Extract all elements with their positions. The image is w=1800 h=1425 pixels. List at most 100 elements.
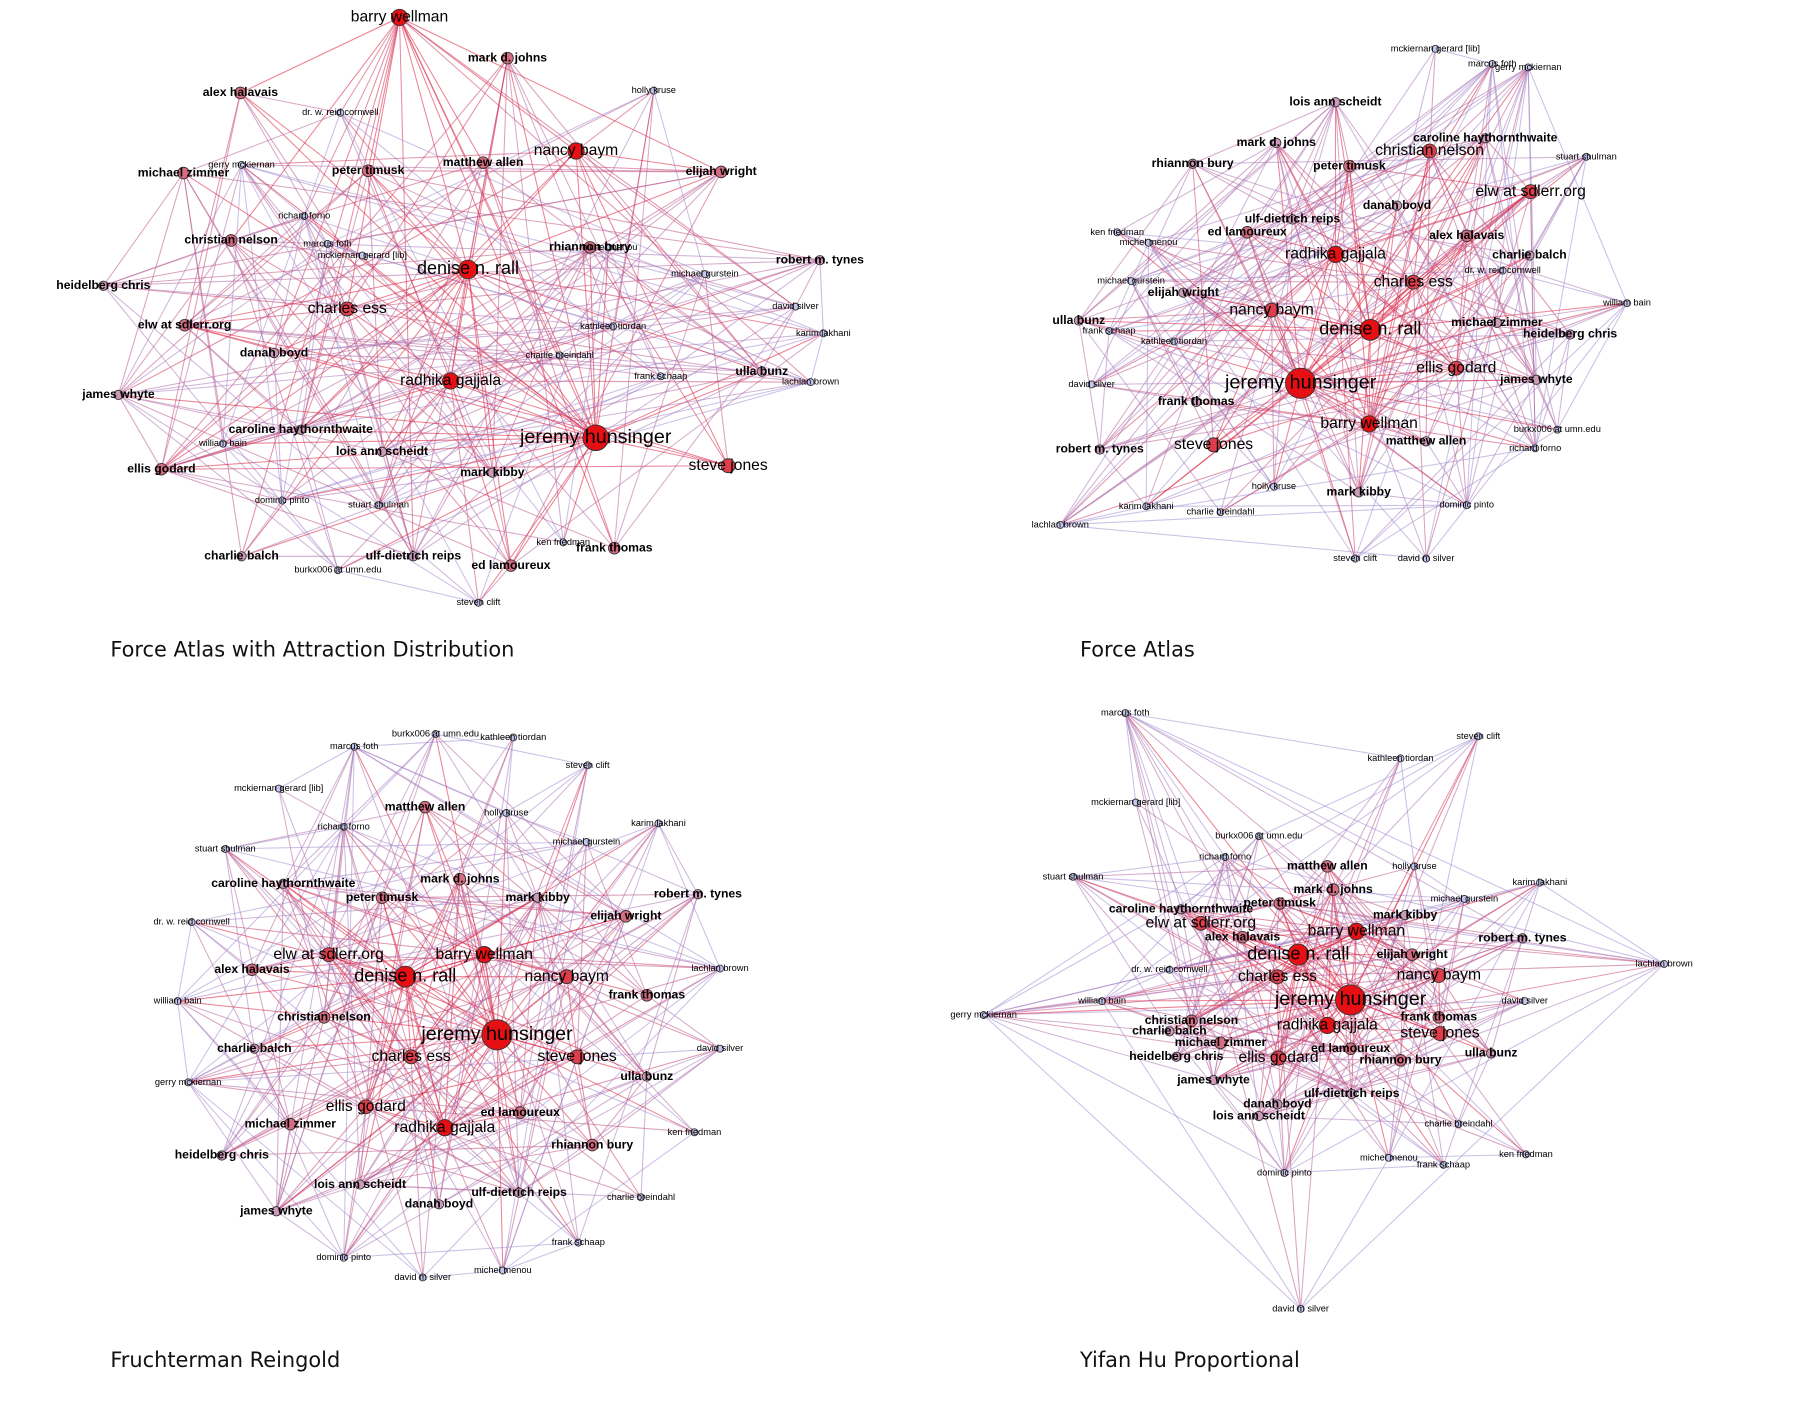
node-label: david silver [697,1043,743,1053]
node-label: radhika gajjala [1285,246,1386,263]
edge [1130,280,1197,403]
edge [819,260,824,334]
edge [1146,504,1467,507]
edge [224,848,446,1128]
edge [343,1203,440,1259]
node-label: elw at sdlerr.org [273,946,384,963]
edge [502,1131,695,1271]
edge [328,954,406,978]
edge [1466,379,1537,506]
edge [1180,835,1260,910]
node [1287,214,1298,225]
edge [483,162,722,173]
edge [1496,302,1628,324]
node [336,108,345,117]
edge [1258,903,1281,1117]
edge [1429,48,1436,152]
node [1271,1050,1287,1066]
node-label: frank thomas [1158,394,1235,408]
edge [282,733,436,885]
edge [575,150,597,438]
edge [1484,138,1537,380]
edge [323,746,355,1018]
edge [983,1000,1103,1016]
edge [537,897,579,1243]
node-label: holly kruse [632,85,676,95]
edge [1396,48,1436,206]
node-label: mckiernan gerard [lib] [1391,43,1480,53]
edge [657,823,721,969]
edge [405,915,627,978]
edge [1388,1157,1444,1166]
edge [576,841,587,1057]
edge [983,1014,1302,1310]
edge [1292,102,1336,220]
edge [225,848,721,970]
node [245,963,259,976]
edge [222,443,339,571]
edge [1108,242,1149,332]
node [1264,302,1280,318]
edge [1176,1056,1401,1061]
edge [161,468,564,543]
node-label: ken friedman [536,537,590,547]
edge [368,170,722,173]
node-label: burkx006 at umn.edu [1215,831,1302,841]
edge [1438,898,1465,1018]
edge [303,215,597,439]
edge [282,883,412,1058]
node [640,989,654,1002]
node-label: elijah wright [1148,285,1219,299]
node [184,1078,193,1087]
edge [1102,999,1351,1002]
edge [1284,1164,1444,1174]
edge [399,17,796,308]
edge [378,380,452,506]
edge [300,170,369,430]
node-label: mark kibby [1327,485,1392,499]
edge [410,841,587,1058]
edge [347,268,469,310]
edge [1300,382,1427,442]
edge [1456,302,1628,369]
edge [230,17,400,241]
node-label: dr. w. reid cornwell [1131,964,1207,974]
edge [399,17,811,383]
edge [1271,67,1529,311]
edge [1246,232,1360,493]
edge [983,1000,1525,1016]
node-label: ken friedman [1090,227,1144,237]
node [1144,238,1153,247]
node-label: ulla bunz [735,364,788,378]
edge [1183,63,1493,294]
edge [1388,1153,1526,1159]
edge [1278,1057,1527,1155]
edge [300,269,469,431]
edge [365,976,406,1107]
edge [1124,712,1226,858]
node [979,1011,988,1019]
edge [328,954,498,1036]
node-label: marcus foth [303,238,352,248]
edge [1334,254,1356,559]
edge [1413,866,1440,976]
edge [381,451,414,557]
edge [1258,835,1492,1054]
edge [1073,876,1465,900]
edge [282,437,596,502]
node-label: ellis godard [1239,1049,1319,1066]
edge [1300,383,1356,559]
edge [1060,423,1370,526]
edge [183,112,341,174]
edge [1332,758,1401,890]
node-label: lachlan brown [1032,519,1089,529]
node-label: caroline haythornthwaite [1109,902,1253,916]
edge [1099,302,1628,450]
edge [1284,963,1665,1174]
edge [1101,1000,1279,1059]
edge [1145,242,1150,507]
edge [1072,876,1444,1166]
edge [613,273,706,549]
node [458,259,478,280]
node-label: michael zimmer [1175,1035,1267,1049]
